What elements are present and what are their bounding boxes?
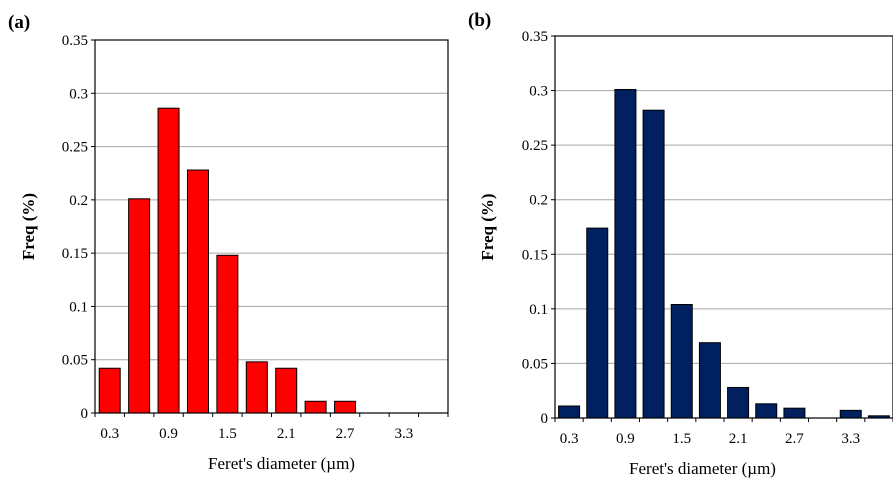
y-tick-label: 0.1 (69, 299, 88, 315)
y-tick-label: 0 (81, 406, 89, 422)
x-tick-label: 2.1 (277, 426, 296, 442)
x-tick-label: 2.7 (785, 431, 804, 447)
bar (245, 361, 268, 414)
x-tick-label: 0.3 (560, 431, 579, 447)
y-tick-label: 0.25 (522, 138, 548, 154)
y-axis-label: Freq (%) (19, 193, 38, 260)
bar (275, 367, 298, 414)
bar (128, 198, 151, 414)
y-tick-label: 0.05 (62, 353, 88, 369)
bar (614, 88, 637, 419)
y-tick-label: 0.35 (62, 33, 88, 49)
x-tick-label: 0.3 (100, 426, 119, 442)
y-tick-label: 0.3 (69, 86, 88, 102)
y-tick-label: 0.1 (529, 302, 548, 318)
bar (783, 407, 806, 419)
bar (157, 107, 180, 414)
x-tick-label: 3.3 (395, 426, 414, 442)
x-tick-label: 0.9 (159, 426, 178, 442)
bar (839, 409, 862, 419)
bar (755, 403, 778, 419)
x-tick-label: 1.5 (218, 426, 237, 442)
y-axis-label: Freq (%) (478, 193, 497, 260)
chart-panel-1: 0 0.05 0.1 0.15 0.2 0.25 0.3 0.35 0.3 0.9 1.5 2.1 2.… (468, 10, 893, 478)
chart-panel-0: 0 0.05 0.1 0.15 0.2 0.25 0.3 0.35 0.3 0.9 1.5 2.1 2.… (8, 12, 449, 473)
y-tick-label: 0.2 (69, 193, 88, 209)
y-tick-label: 0.15 (62, 246, 88, 262)
y-tick-label: 0 (541, 411, 549, 427)
panel-label: (a) (8, 12, 30, 33)
x-tick-label: 0.9 (616, 431, 635, 447)
bar (304, 400, 327, 414)
x-tick-label: 2.1 (729, 431, 748, 447)
bar (727, 386, 750, 419)
panel-label: (b) (468, 10, 491, 31)
bar (670, 303, 693, 419)
bar (558, 405, 581, 419)
y-tick-label: 0.25 (62, 140, 88, 156)
y-tick-label: 0.15 (522, 247, 548, 263)
bar (642, 109, 665, 419)
x-tick-label: 1.5 (672, 431, 691, 447)
bar (186, 169, 209, 414)
bar (586, 227, 609, 419)
y-tick-label: 0.35 (522, 29, 548, 45)
x-tick-label: 3.3 (841, 431, 860, 447)
x-axis-label: Feret's diameter (µm) (208, 454, 355, 473)
y-tick-label: 0.05 (522, 356, 548, 372)
bar (98, 367, 121, 414)
x-tick-label: 2.7 (336, 426, 355, 442)
y-tick-label: 0.3 (529, 84, 548, 100)
x-axis-label: Feret's diameter (µm) (629, 459, 776, 478)
y-tick-label: 0.2 (529, 193, 548, 209)
bar (698, 342, 721, 419)
bar (334, 400, 357, 414)
bar (216, 254, 239, 414)
